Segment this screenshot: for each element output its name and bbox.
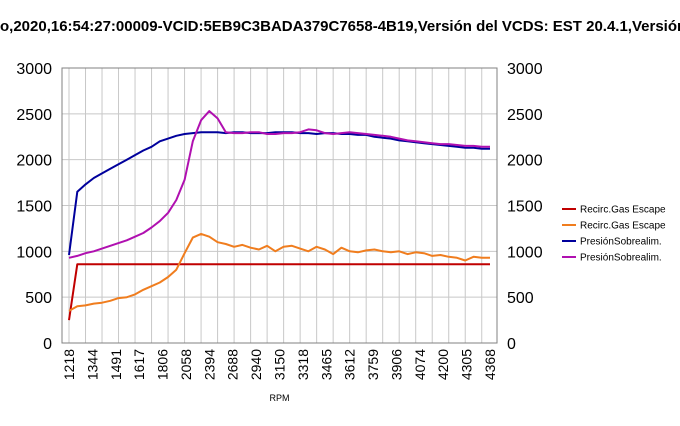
x-tick-label: 3612 [342,349,358,380]
legend-label: Recirc.Gas Escape [580,205,666,216]
x-tick-label: 2940 [248,349,264,380]
x-tick-label: 4074 [412,349,428,380]
y2-tick-label: 2500 [507,107,543,124]
series-line-4 [68,110,490,259]
series-line-2 [68,232,490,312]
x-tick-label: 4200 [435,349,451,380]
legend-label: Recirc.Gas Escape [580,221,666,232]
chart-title: o,2020,16:54:27:00009-VCID:5EB9C3BADA379… [0,18,680,35]
x-tick-label: 2688 [225,349,241,380]
y-tick-label: 1000 [16,244,52,261]
x-tick-label: 3150 [272,349,288,380]
y2-tick-label: 2000 [507,153,543,170]
legend-label: PresiónSobrealim. [580,237,662,248]
x-tick-label: 2394 [201,349,217,380]
plot-border [61,67,498,344]
y-tick-label: 3000 [16,61,52,78]
x-tick-label: 1806 [155,349,171,380]
y2-tick-label: 1000 [507,244,543,261]
legend-label: PresiónSobrealim. [580,253,662,264]
x-tick-label: 3759 [365,349,381,380]
series-line-1 [68,263,490,321]
x-tick-label: 4305 [459,349,475,380]
y2-tick-label: 3000 [507,61,543,78]
x-tick-label: 1617 [131,349,147,380]
y-tick-label: 2000 [16,153,52,170]
x-tick-label: 1344 [84,349,100,380]
y-tick-label: 2500 [16,107,52,124]
y2-tick-label: 500 [507,290,534,307]
y-tick-label: 500 [25,290,52,307]
x-tick-label: 3318 [295,349,311,380]
y-tick-label: 0 [43,336,52,353]
x-tick-label: 1491 [108,349,124,380]
y2-tick-label: 0 [507,336,516,353]
x-tick-label: 4368 [482,349,498,380]
x-tick-label: 1218 [61,349,77,380]
x-tick-label: 3906 [388,349,404,380]
x-tick-label: 2058 [178,349,194,380]
y2-tick-label: 1500 [507,199,543,216]
x-tick-label: 3465 [318,349,334,380]
x-axis-label: RPM [270,393,290,403]
y-tick-label: 1500 [16,199,52,216]
